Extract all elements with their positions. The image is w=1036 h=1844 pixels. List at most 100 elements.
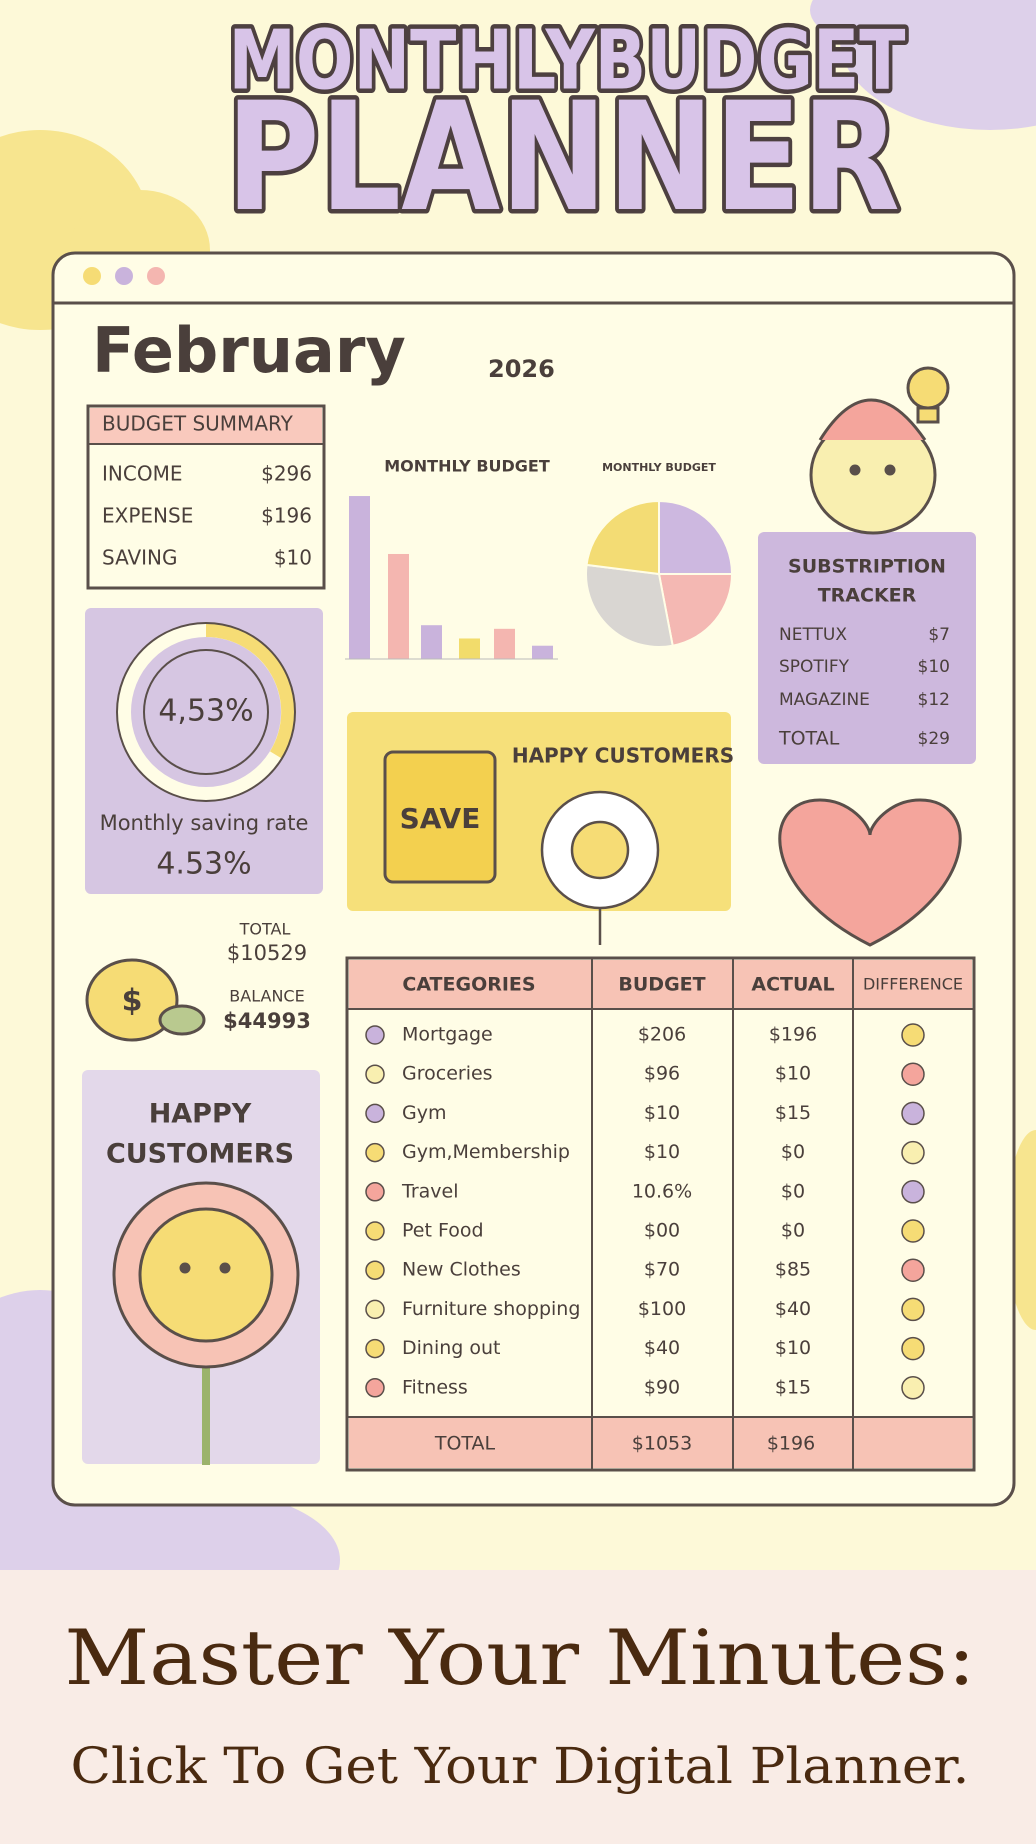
badge: SAVE — [400, 802, 481, 835]
card-title: HAPPY CUSTOMERS — [512, 744, 734, 768]
sub-label: TOTAL — [778, 728, 840, 750]
actual: $85 — [775, 1259, 811, 1281]
actual: $10 — [775, 1063, 811, 1085]
actual: $196 — [769, 1024, 817, 1046]
category: Dining out — [402, 1337, 501, 1359]
balance-value: $44993 — [223, 1009, 311, 1033]
category: Pet Food — [402, 1220, 484, 1242]
bar — [532, 645, 553, 659]
table-total-row — [349, 1417, 972, 1468]
summary-header — [90, 408, 322, 444]
window-dot — [83, 267, 101, 285]
heart-decoration — [778, 798, 962, 947]
difference-icon — [901, 1219, 925, 1243]
card-title: HAPPY — [149, 1099, 252, 1130]
chart-title: MONTHLY BUDGET — [602, 461, 716, 474]
budget: $10 — [644, 1102, 680, 1124]
category: New Clothes — [402, 1259, 521, 1281]
pie-slice — [657, 573, 734, 647]
sub-value: $7 — [928, 625, 950, 645]
footer-headline[interactable]: Master Your Minutes: — [65, 1613, 976, 1702]
budget: $100 — [638, 1298, 686, 1320]
row-label: SAVING — [102, 546, 178, 570]
difference-icon — [901, 1258, 925, 1282]
row-label: INCOME — [102, 462, 182, 486]
category: Fitness — [402, 1376, 468, 1398]
pie-slice — [585, 499, 660, 576]
bar — [459, 638, 480, 659]
ring-outline — [143, 649, 269, 775]
saving-card — [85, 608, 323, 894]
card-title: CUSTOMERS — [106, 1139, 294, 1170]
difference-icon — [901, 1336, 925, 1361]
bag-symbol: $ — [122, 984, 143, 1019]
row-value: $10 — [274, 546, 312, 570]
category-icon — [365, 1142, 385, 1163]
rate-value: 4.53% — [156, 847, 251, 882]
card-title: SUBSTRIPTION — [788, 556, 946, 578]
row-value: $296 — [261, 462, 312, 486]
sub-value: $29 — [918, 729, 950, 749]
flower-decoration — [540, 790, 660, 945]
total-cell: $196 — [767, 1433, 815, 1455]
pie-chart — [585, 499, 734, 648]
category-icon — [365, 1260, 385, 1280]
difference-icon — [901, 1062, 925, 1086]
category: Mortgage — [402, 1024, 493, 1046]
actual: $15 — [775, 1102, 811, 1124]
budget: $10 — [644, 1141, 680, 1163]
window-dot — [115, 267, 133, 285]
actual: $10 — [775, 1337, 811, 1359]
actual: $0 — [781, 1180, 805, 1202]
actual: $0 — [781, 1220, 805, 1242]
category: Furniture shopping — [402, 1298, 580, 1320]
total-label: TOTAL — [239, 920, 291, 939]
category-icon — [365, 1221, 385, 1241]
column-header: CATEGORIES — [402, 974, 535, 996]
sunflower-decoration — [112, 1181, 300, 1465]
summary-title: BUDGET SUMMARY — [102, 412, 294, 436]
ring-outline — [116, 622, 296, 802]
table-header — [349, 960, 972, 1009]
row-value: $196 — [261, 504, 312, 528]
column-header: ACTUAL — [751, 974, 834, 996]
summary-rows: INCOME $296 EXPENSE $196 SAVING $10 — [102, 462, 312, 570]
budget: $206 — [638, 1024, 686, 1046]
sub-value: $12 — [918, 690, 950, 710]
year: 2026 — [488, 355, 555, 383]
actual: $0 — [781, 1141, 805, 1163]
save-box — [383, 750, 497, 884]
category-icon — [365, 1064, 385, 1084]
column-header: DIFFERENCE — [863, 975, 963, 994]
category-icon — [365, 1103, 385, 1124]
pie-slice — [658, 499, 734, 575]
sub-label: SPOTIFY — [779, 657, 850, 677]
category: Travel — [401, 1180, 458, 1202]
category-icon — [365, 1182, 385, 1202]
title-line: MONTHLYBUDGET — [229, 13, 906, 108]
bar-chart — [345, 496, 558, 660]
table-cells: CATEGORIES BUDGET ACTUAL DIFFERENCE Mortgage… — [365, 974, 963, 1455]
ring-label: 4,53% — [158, 694, 253, 729]
difference-icon — [901, 1376, 925, 1400]
sub-value: $10 — [918, 657, 950, 677]
column-header: BUDGET — [618, 974, 705, 996]
budget: $40 — [644, 1337, 680, 1359]
ring-decoration — [205, 622, 296, 759]
difference-icon — [901, 1101, 925, 1126]
pie-slice — [585, 563, 674, 648]
budget-table — [345, 956, 976, 1472]
actual: $15 — [775, 1376, 811, 1398]
money-bag — [85, 958, 206, 1042]
row-label: EXPENSE — [102, 504, 193, 528]
footer-cta[interactable]: Click To Get Your Digital Planner. — [71, 1737, 970, 1795]
bar — [421, 625, 442, 659]
budget: $96 — [644, 1063, 680, 1085]
difference-icon — [901, 1140, 925, 1165]
subscription-rows: NETTUX $7 SPOTIFY $10 MAGAZINE $12 TOTAL $29 — [778, 625, 950, 750]
card-title: TRACKER — [818, 585, 917, 607]
total-value: $10529 — [227, 941, 307, 965]
balance-label: BALANCE — [229, 987, 304, 1006]
